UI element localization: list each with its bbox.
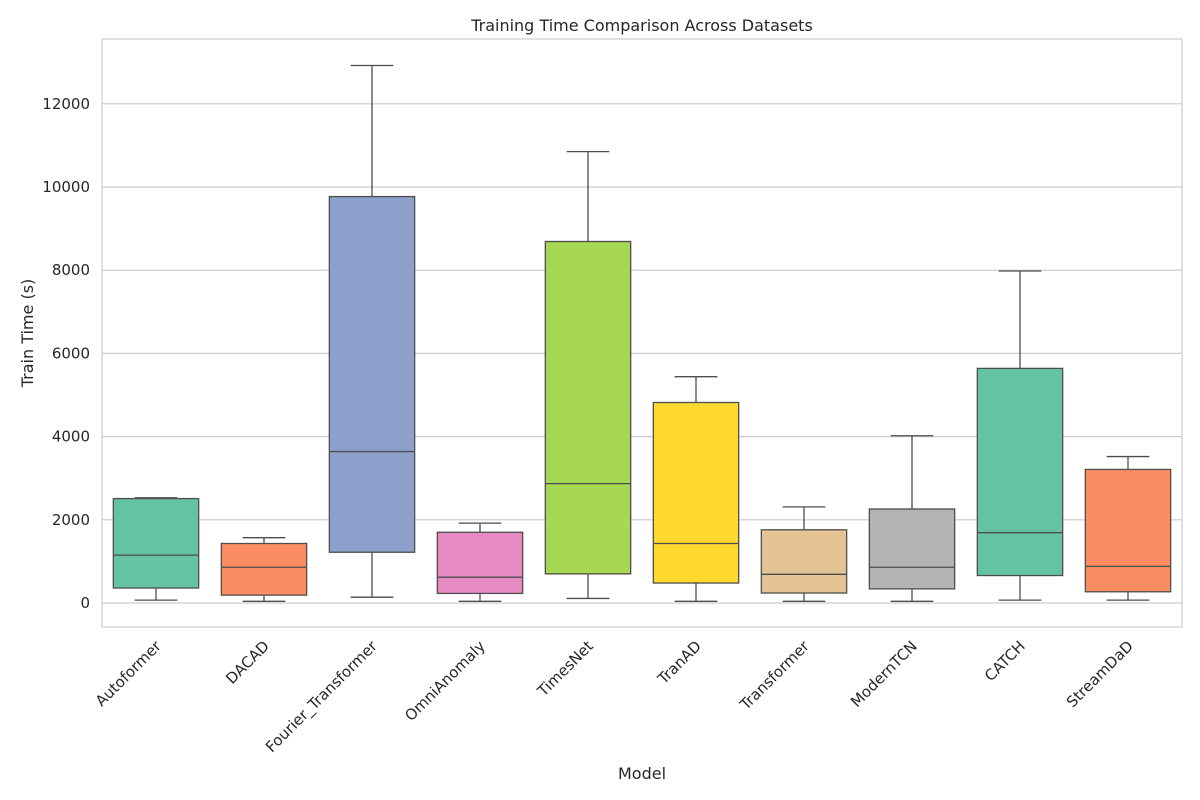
box-iqr [760, 529, 848, 594]
y-tick-label: 0 [80, 594, 90, 612]
x-tick-label: TimesNet [533, 637, 597, 701]
box-iqr [328, 195, 416, 553]
box-Fourier_Transformer [328, 64, 416, 598]
x-tick-label: Transformer [736, 637, 814, 715]
box-CATCH [976, 270, 1064, 601]
box-TranAD [652, 376, 740, 602]
x-tick-label: ModernTCN [847, 637, 921, 711]
x-tick-label: DACAD [222, 637, 273, 688]
y-tick-label: 8000 [52, 261, 90, 279]
x-axis-title: Model [618, 764, 666, 783]
boxes-group [112, 64, 1172, 602]
y-tick-labels: 0 2000 4000 6000 8000 10000 12000 [42, 95, 90, 612]
box-ModernTCN [868, 435, 956, 602]
plot-frame [101, 38, 1183, 628]
box-iqr [544, 240, 632, 575]
box-OmniAnomaly [436, 522, 524, 602]
box-Transformer [760, 506, 848, 602]
box-iqr [652, 401, 740, 584]
x-tick-label: Autoformer [92, 637, 166, 711]
y-axis-title: Train Time (s) [18, 279, 37, 389]
y-tick-label: 2000 [52, 511, 90, 529]
box-iqr [1084, 468, 1172, 593]
box-TimesNet [544, 150, 632, 600]
x-tick-label: Fourier_Transformer [262, 637, 382, 757]
y-tick-label: 10000 [42, 178, 90, 196]
y-tick-label: 4000 [52, 428, 90, 446]
x-tick-label: TranAD [653, 637, 704, 688]
box-Autoformer [112, 497, 200, 601]
chart-title: Training Time Comparison Across Datasets [470, 16, 813, 35]
x-tick-label: OmniAnomaly [401, 637, 489, 725]
box-iqr [112, 497, 200, 589]
box-DACAD [220, 537, 308, 602]
y-tick-label: 6000 [52, 344, 90, 362]
box-StreamDaD [1084, 455, 1172, 601]
x-tick-label: CATCH [981, 637, 1029, 685]
box-iqr [436, 531, 524, 595]
y-tick-label: 12000 [42, 95, 90, 113]
box-iqr [868, 508, 956, 590]
box-iqr [976, 367, 1064, 577]
box-iqr [220, 542, 308, 596]
gridlines [102, 103, 1182, 604]
x-tick-label: StreamDaD [1063, 637, 1137, 711]
